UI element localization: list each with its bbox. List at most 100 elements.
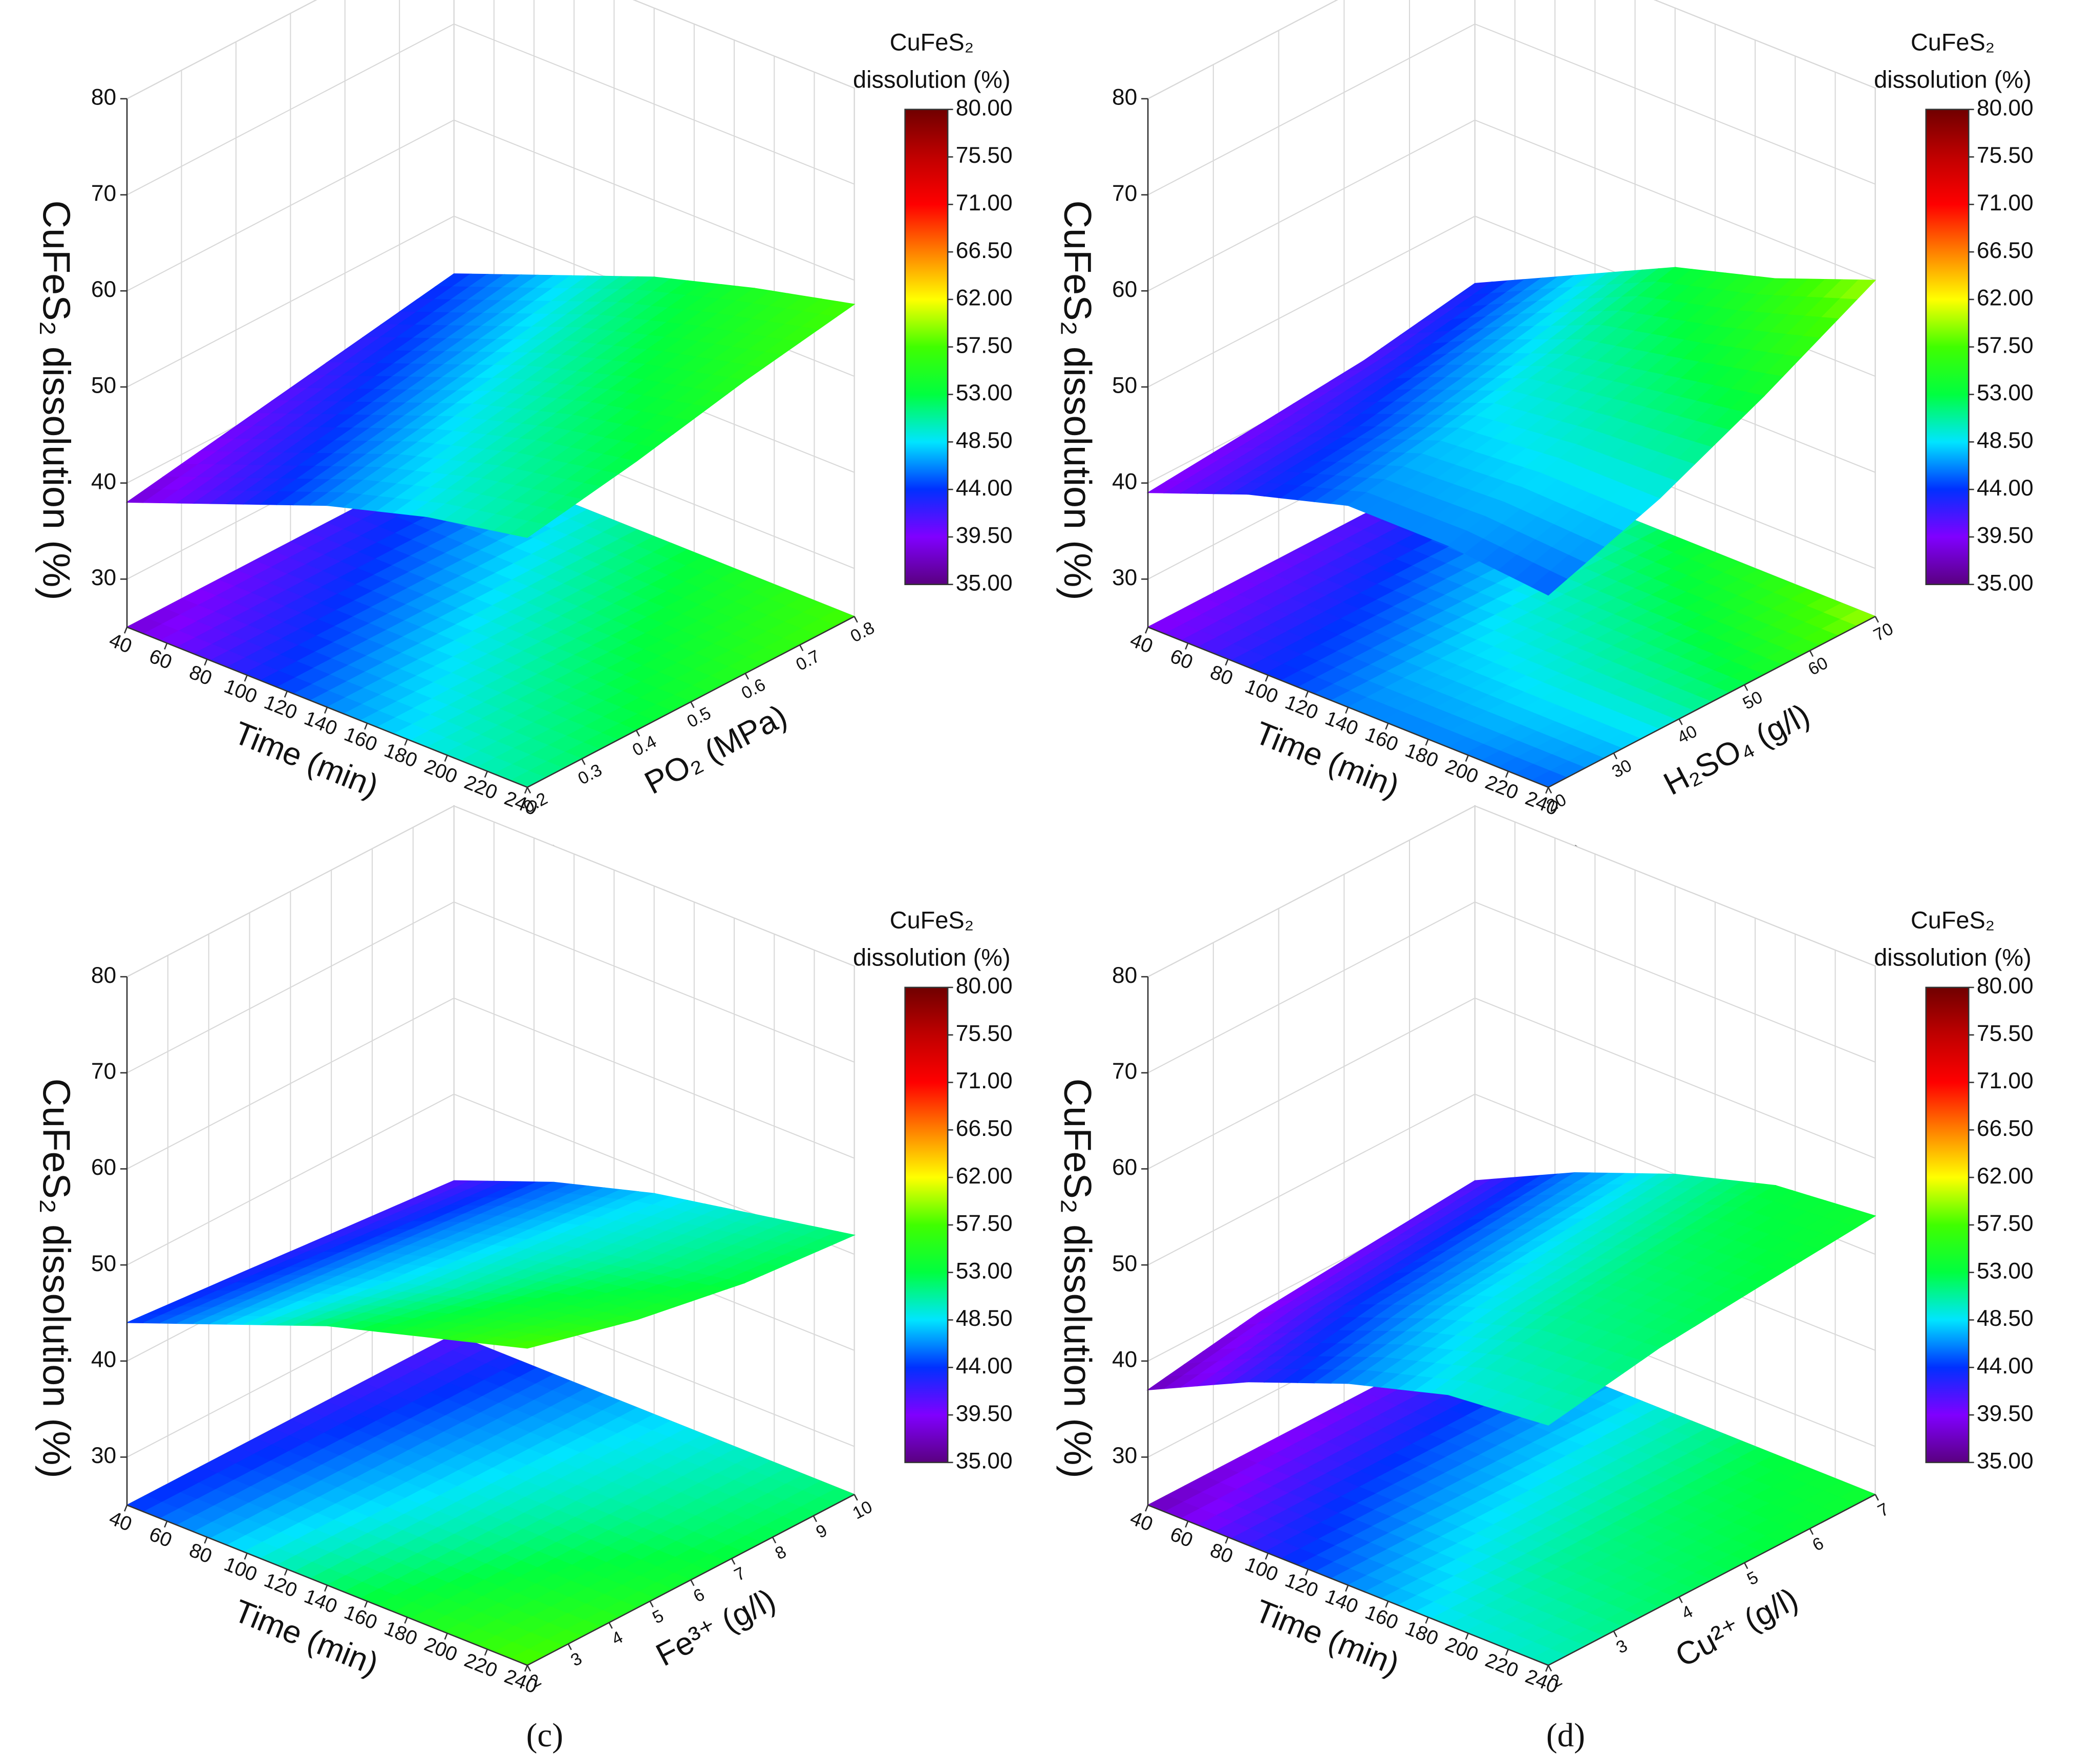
x-tick [404, 739, 408, 746]
grid-line [1147, 0, 1338, 99]
z-tick-label: 60 [91, 277, 116, 302]
x-tick [244, 1553, 248, 1560]
colorbar-title: CuFeS₂ [890, 29, 974, 55]
x-tick-label: 160 [1362, 723, 1401, 756]
colorbar-tick-label: 57.50 [956, 1211, 1013, 1236]
y-tick [853, 1494, 858, 1501]
x-tick [1545, 787, 1549, 794]
colorbar-tick-label: 39.50 [956, 1401, 1013, 1426]
colorbar-tick-label: 53.00 [956, 1258, 1013, 1283]
y-tick [1874, 1494, 1879, 1501]
z-tick-label: 70 [91, 181, 116, 206]
y-tick-label: 8 [772, 1542, 789, 1563]
x-tick [123, 627, 128, 634]
colorbar-tick-label: 48.50 [1977, 428, 2034, 453]
colorbar-tick-label: 62.00 [956, 1164, 1013, 1189]
z-axis-title: CuFeS₂ dissolution (%) [35, 200, 78, 600]
colorbar-tick-label: 35.00 [956, 1449, 1013, 1474]
colorbar-tick-label: 35.00 [1977, 1449, 2034, 1474]
x-tick-label: 220 [1482, 1649, 1522, 1682]
x-tick-label: 160 [341, 1601, 380, 1634]
y-tick-label: 7 [731, 1563, 749, 1585]
y-tick [731, 1558, 736, 1565]
x-tick [164, 1521, 168, 1528]
y-tick-label: 9 [813, 1520, 830, 1542]
y-tick-label: 0.5 [684, 703, 714, 732]
colorbar-title: dissolution (%) [853, 66, 1011, 93]
grid-line [1147, 23, 1476, 196]
y-tick-label: 10 [849, 1497, 875, 1523]
x-tick-label: 100 [221, 1553, 261, 1586]
x-tick [204, 659, 208, 666]
x-tick [324, 1585, 328, 1592]
x-tick [364, 723, 368, 730]
colorbar-tick-label: 48.50 [1977, 1306, 2034, 1331]
surface-cell [509, 521, 547, 538]
colorbar-tick-label: 66.50 [956, 1116, 1013, 1141]
colorbar [904, 109, 949, 586]
colorbar-tick-label: 53.00 [1977, 1258, 2034, 1283]
x-tick-label: 120 [1282, 691, 1321, 724]
colorbar-tick-label: 44.00 [1977, 1353, 2034, 1379]
y-tick-label: 40 [1674, 721, 1700, 747]
colorbar-tick-label: 71.00 [1977, 190, 2034, 216]
x-tick [1425, 1617, 1429, 1624]
colorbar-tick-label: 80.00 [1977, 974, 2034, 999]
z-tick-label: 80 [91, 963, 116, 988]
colorbar-tick-label: 53.00 [1977, 380, 2034, 405]
y-tick-label: 70 [1870, 619, 1896, 645]
colorbar-tick-label: 62.00 [1977, 1164, 2034, 1189]
colorbar-title: dissolution (%) [1874, 944, 2032, 971]
y-tick-label: 0.6 [738, 675, 768, 703]
x-tick-label: 180 [381, 739, 420, 772]
grid-line [1147, 216, 1476, 388]
z-tick-label: 40 [91, 1347, 116, 1372]
x-tick-label: 40 [106, 629, 135, 658]
colorbar-title: CuFeS₂ [1911, 29, 1995, 55]
x-tick [1425, 739, 1429, 746]
colorbar-tick-label: 80.00 [956, 95, 1013, 120]
y-tick [1678, 718, 1683, 725]
y-axis-title: Fe³⁺ (g/l) [650, 1582, 781, 1673]
colorbar-tick-label: 44.00 [956, 1353, 1013, 1379]
y-tick [1744, 1562, 1748, 1569]
x-tick-label: 60 [1167, 1523, 1195, 1552]
x-tick-label: 120 [261, 1569, 301, 1602]
z-tick-label: 70 [1112, 1059, 1137, 1084]
colorbar-tick-label: 66.50 [1977, 1116, 2034, 1141]
z-axis-title: CuFeS₂ dissolution (%) [1056, 200, 1099, 600]
x-tick [444, 1633, 448, 1640]
grid-line [1475, 23, 1876, 185]
x-tick [284, 691, 288, 698]
colorbar [1925, 986, 1970, 1464]
colorbar-tick-label: 53.00 [956, 380, 1013, 405]
y-tick-label: 6 [690, 1585, 708, 1606]
x-tick-label: 60 [146, 1523, 175, 1552]
z-tick-label: 70 [91, 1059, 116, 1084]
colorbar-tick-label: 66.50 [956, 238, 1013, 263]
z-tick-label: 50 [91, 1251, 116, 1276]
grid-line [632, 0, 855, 89]
colorbar-tick-label: 71.00 [1977, 1068, 2034, 1093]
y-tick [1613, 752, 1618, 760]
x-tick [324, 707, 328, 714]
x-tick-label: 100 [1242, 675, 1282, 708]
colorbar-tick-label: 71.00 [956, 1068, 1013, 1093]
colorbar-tick-label: 39.50 [1977, 1401, 2034, 1426]
x-tick-label: 180 [1402, 1617, 1442, 1650]
colorbar-tick-label: 80.00 [956, 974, 1013, 999]
z-axis-title: CuFeS₂ dissolution (%) [1056, 1079, 1099, 1478]
x-tick-label: 200 [421, 755, 461, 788]
z-tick-label: 60 [1112, 1155, 1137, 1180]
x-tick [1345, 1585, 1349, 1592]
grid-line [454, 23, 855, 185]
z-axis-title: CuFeS₂ dissolution (%) [35, 1079, 78, 1478]
x-tick-label: 200 [421, 1633, 461, 1666]
panel-label: (d) [1546, 1717, 1585, 1754]
y-tick [1547, 1665, 1552, 1672]
z-tick-label: 80 [91, 85, 116, 110]
x-tick [524, 1665, 528, 1672]
